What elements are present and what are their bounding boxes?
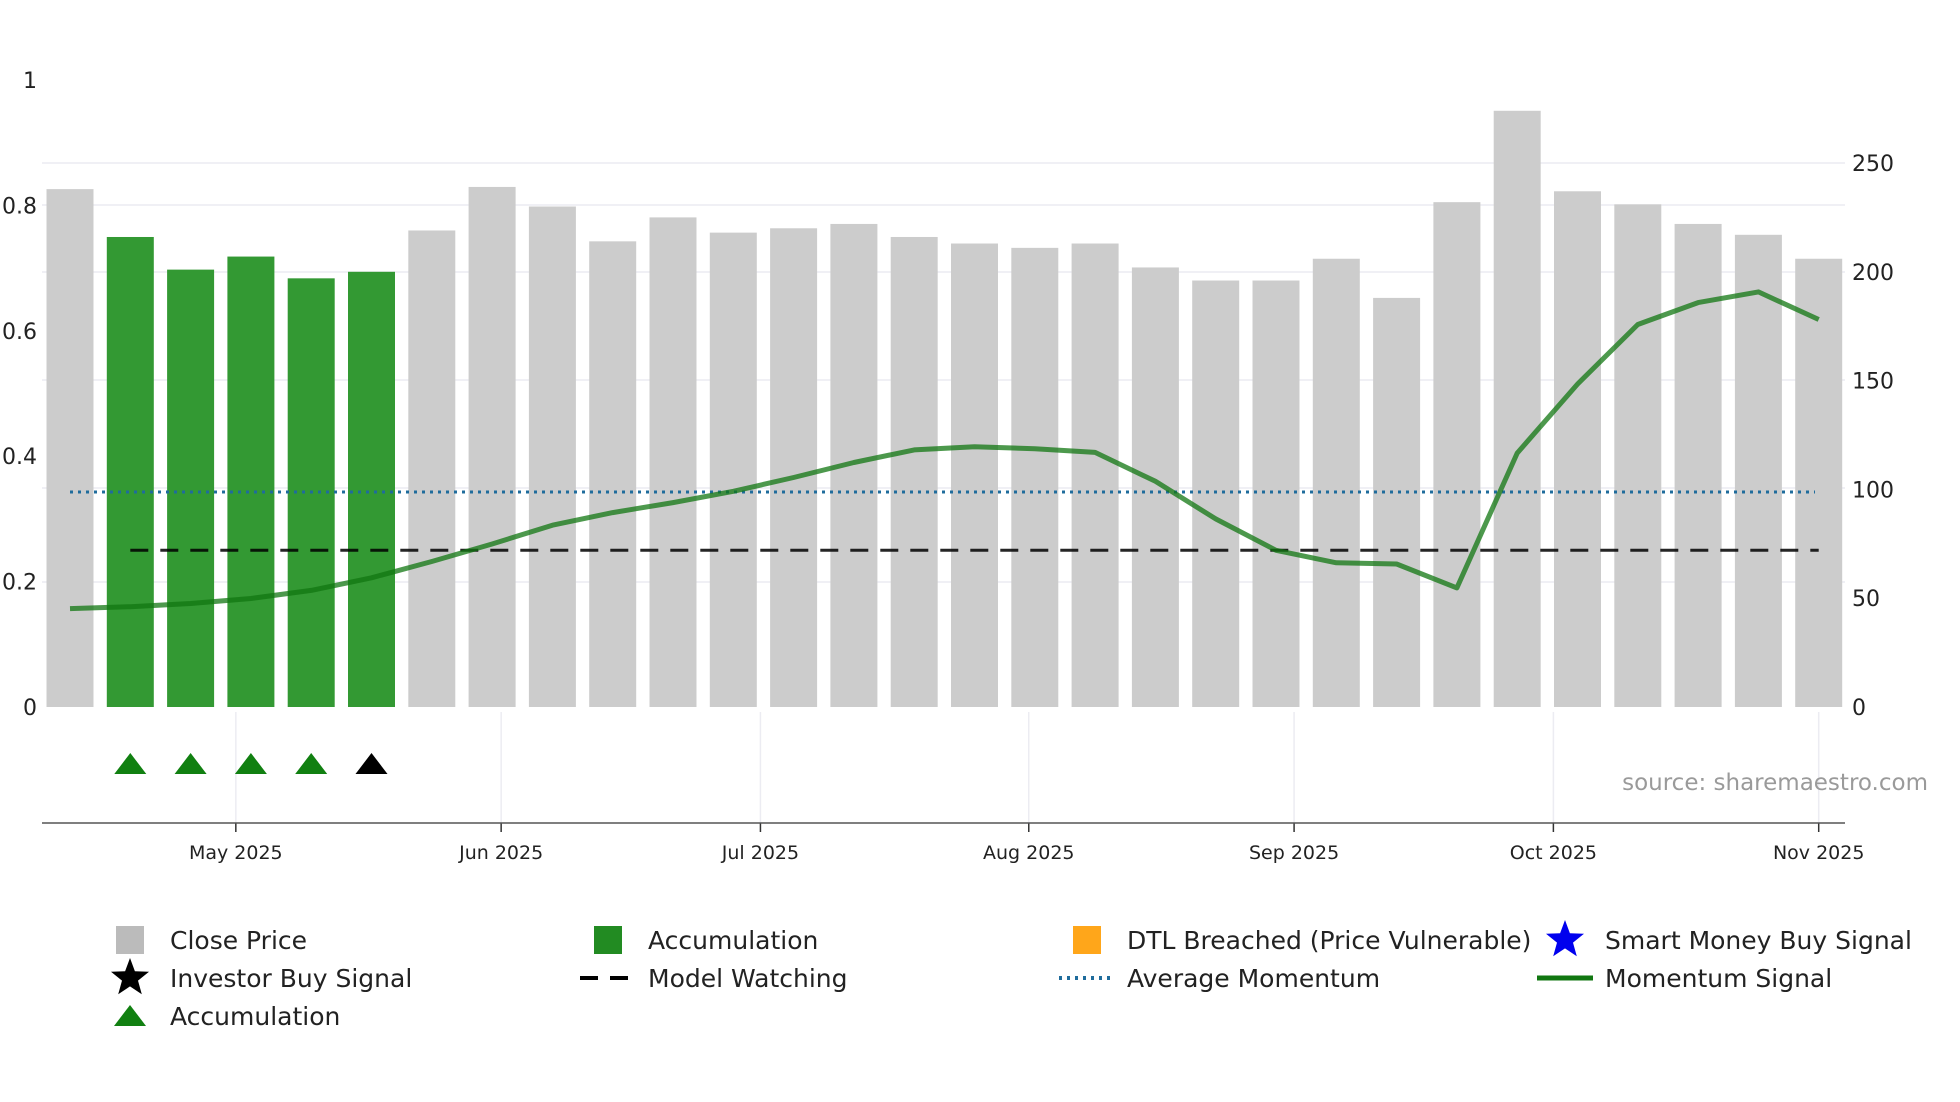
right-axis-tick: 100: [1852, 478, 1894, 503]
close-price-bar-16: [1011, 247, 1059, 707]
legend-label: Investor Buy Signal: [170, 964, 412, 993]
reference-lines: [70, 490, 1819, 552]
close-price-bar-0: [46, 189, 94, 707]
close-price-bar-2: [167, 269, 215, 707]
legend-label: Close Price: [170, 926, 307, 955]
right-axis-tick: 200: [1852, 261, 1894, 286]
right-axis-tick: 150: [1852, 370, 1894, 395]
legend-label: Accumulation: [170, 1002, 340, 1031]
legend-label: Accumulation: [648, 926, 818, 955]
close-price-bar-20: [1252, 280, 1300, 707]
close-price-bar-14: [890, 236, 938, 707]
close-price-bar-22: [1373, 297, 1421, 707]
right-axis-tick: 0: [1852, 696, 1866, 721]
close-price-bars: [46, 110, 1843, 708]
close-price-bar-25: [1554, 191, 1601, 708]
left-axis-tick: 0.8: [2, 194, 37, 219]
signal-marker-0: [114, 753, 147, 774]
close-price-bar-18: [1131, 267, 1179, 707]
close-price-bar-23: [1433, 202, 1481, 707]
legend-symbol-8: [114, 1005, 146, 1026]
close-price-bar-7: [468, 186, 516, 707]
close-price-bar-27: [1674, 223, 1722, 708]
close-price-bar-11: [709, 232, 757, 707]
legend-label: Average Momentum: [1127, 964, 1380, 993]
x-axis-tick: Sep 2025: [1249, 842, 1339, 864]
close-price-bar-17: [1071, 243, 1119, 707]
close-price-bar-19: [1192, 280, 1240, 707]
close-price-bar-10: [649, 217, 697, 707]
signal-marker-2: [234, 753, 267, 774]
legend-symbol-4: [111, 958, 149, 995]
right-axis-tick: 250: [1852, 152, 1894, 177]
legend-symbol-2: [1073, 926, 1101, 954]
left-axis-tick: 0.2: [2, 571, 37, 596]
source-text: source: sharemaestro.com: [1622, 770, 1928, 796]
legend-symbol-0: [116, 926, 144, 954]
close-price-bar-8: [528, 206, 576, 707]
legend-symbol-1: [594, 926, 622, 954]
signal-marker-1: [174, 753, 207, 774]
legend-symbol-3: [1546, 920, 1584, 957]
close-price-bar-3: [227, 256, 275, 707]
legend-label: DTL Breached (Price Vulnerable): [1127, 926, 1531, 955]
close-price-bar-12: [770, 228, 818, 707]
close-price-bar-26: [1614, 204, 1662, 707]
close-price-bar-28: [1734, 234, 1782, 708]
signal-panel: source: sharemaestro.com: [114, 712, 1928, 823]
legend-label: Momentum Signal: [1605, 964, 1832, 993]
left-axis-tick: 1: [23, 69, 37, 94]
close-price-bar-9: [589, 241, 637, 707]
momentum-signal-line: [69, 289, 1820, 612]
x-axis-tick: Oct 2025: [1510, 842, 1597, 864]
close-price-bar-1: [106, 236, 154, 707]
close-price-bar-24: [1493, 110, 1541, 707]
close-price-bar-5: [348, 271, 395, 707]
x-axis-tick: Jul 2025: [721, 842, 799, 864]
legend-label: Model Watching: [648, 964, 848, 993]
left-axis-tick: 0: [23, 696, 37, 721]
right-axis-tick: 50: [1852, 587, 1880, 612]
legend: Close Price Accumulation DTL Breached (Pri…: [111, 920, 1912, 1031]
left-axis-tick: 0.4: [2, 445, 37, 470]
momentum-signal-path: [69, 289, 1820, 612]
x-axis-tick: Aug 2025: [983, 842, 1075, 864]
close-price-bar-21: [1312, 258, 1360, 707]
close-price-bar-29: [1795, 258, 1843, 707]
x-axis-tick: May 2025: [189, 842, 283, 864]
x-axis-tick: Jun 2025: [458, 842, 543, 864]
legend-label: Smart Money Buy Signal: [1605, 926, 1912, 955]
close-price-bar-6: [408, 230, 456, 707]
signal-marker-3: [295, 753, 328, 774]
signal-marker-4: [355, 753, 388, 774]
left-axis-tick: 0.6: [2, 320, 37, 345]
axes: 0 0.2 0.4 0.6 0.8 1 0 50 100 150 200 250 May 2025 Jun…: [2, 69, 1894, 864]
x-axis-tick: Nov 2025: [1773, 842, 1864, 864]
close-price-bar-15: [951, 243, 998, 707]
